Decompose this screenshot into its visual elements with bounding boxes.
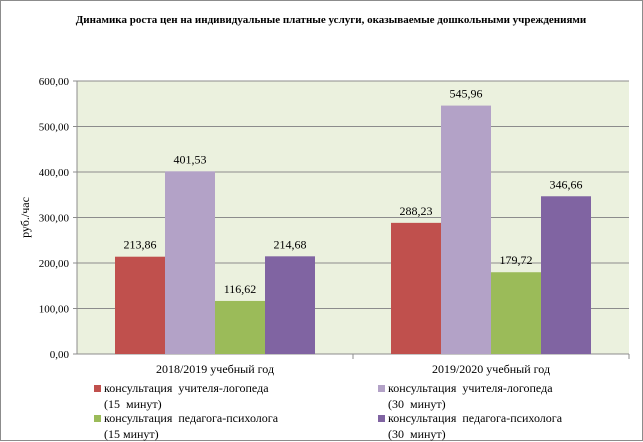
bar — [165, 171, 215, 354]
y-tick-label: 200,00 — [39, 258, 70, 270]
legend-swatch — [94, 385, 101, 392]
legend-label: консультация учителя-логопеда — [104, 381, 269, 395]
data-label: 214,68 — [274, 237, 307, 251]
data-label: 288,23 — [400, 204, 433, 218]
legend-swatch — [94, 415, 101, 422]
y-axis-title: руб./час — [18, 197, 32, 238]
bar — [541, 196, 591, 354]
bar — [391, 222, 441, 354]
legend-label: (30 минут) — [388, 397, 446, 411]
bar — [265, 256, 315, 354]
x-tick-label: 2019/2020 учебный год — [432, 362, 550, 376]
data-label: 545,96 — [450, 87, 483, 101]
legend-label: консультация педагога-психолога — [104, 411, 279, 425]
bar — [441, 105, 491, 355]
y-tick-label: 600,00 — [39, 76, 70, 88]
x-tick-label: 2018/2019 учебный год — [156, 362, 274, 376]
legend-swatch — [378, 385, 385, 392]
legend-label: (15 минут) — [104, 397, 162, 411]
legend-label: (30 минут) — [388, 427, 446, 441]
legend-label: консультация педагога-психолога — [388, 411, 563, 425]
data-label: 179,72 — [500, 253, 533, 267]
data-label: 346,66 — [550, 177, 583, 191]
y-tick-label: 100,00 — [39, 304, 70, 316]
chart-title: Динамика роста цен на индивидуальные пла… — [75, 14, 587, 26]
bar — [491, 272, 541, 354]
y-tick-label: 400,00 — [39, 167, 70, 179]
legend-label: (15 минут) — [104, 427, 159, 441]
y-tick-label: 300,00 — [39, 213, 70, 225]
bar — [115, 256, 165, 354]
data-label: 213,86 — [124, 238, 157, 252]
y-tick-label: 500,00 — [39, 122, 70, 134]
data-label: 116,62 — [224, 282, 257, 296]
bar — [215, 300, 265, 354]
y-tick-label: 0,00 — [50, 349, 70, 361]
legend-label: консультация учителя-логопеда — [388, 381, 553, 395]
legend-swatch — [378, 415, 385, 422]
data-label: 401,53 — [174, 152, 207, 166]
